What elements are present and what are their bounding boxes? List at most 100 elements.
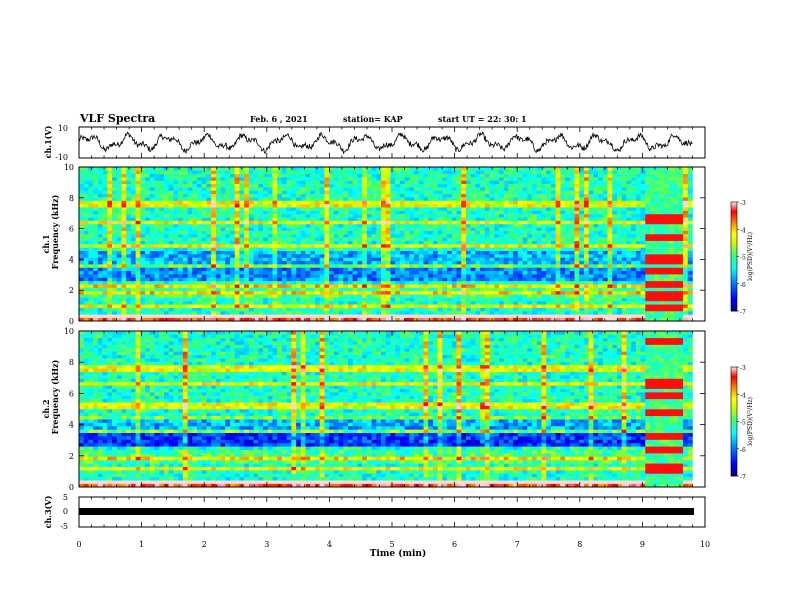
spectrogram-cell [579,310,585,315]
spectrogram-cell [461,267,467,272]
spectrogram-cell [456,240,462,245]
spectrogram-cell [281,233,287,238]
spectrogram-cell [409,297,415,302]
spectrogram-cell [451,207,457,211]
spectrogram-cell [178,287,184,292]
spectrogram-cell [366,300,372,305]
spectrogram-cell [385,190,391,195]
spectrogram-cell [116,257,122,262]
spectrogram-cell [456,287,462,292]
spectrogram-cell [536,237,542,241]
spectrogram-cell [522,277,528,282]
spectrogram-cell [583,200,589,205]
spectrogram-cell [338,257,344,262]
spectrogram-cell [574,180,580,185]
spectrogram-cell [300,274,306,278]
spectrogram-cell [329,287,335,292]
spectrogram-cell [296,317,302,322]
spectrogram-cell [187,187,193,191]
spectrogram-cell [277,257,283,262]
spectrogram-cell [83,260,89,265]
spectrogram-cell [541,304,547,308]
spectrogram-cell [248,183,254,188]
spectrogram-cell [305,217,311,221]
spectrogram-cell [182,210,188,215]
spectrogram-cell [465,240,471,245]
spectrogram-cell [461,220,467,225]
spectrogram-cell [201,294,207,298]
spectrogram-cell [145,250,151,255]
spectrogram-cell [461,203,467,208]
spectrogram-cell [569,203,575,208]
spectrogram-cell [343,277,349,282]
spectrogram-cell [163,217,169,221]
spectrogram-cell [79,300,85,305]
spectrogram-cell [154,277,160,282]
spectrogram-cell [409,230,415,235]
spectrogram-cell [140,287,146,292]
spectrogram-cell [499,230,505,235]
spectrogram-cell [456,254,462,258]
spectrogram-cell [480,223,486,228]
spectrogram-cell [107,237,113,241]
spectrogram-cell [239,170,245,174]
spectrogram-cell [215,294,221,298]
spectrogram-cell [546,317,552,322]
spectrogram-cell [536,217,542,221]
spectrogram-cell [126,240,132,245]
spectrogram-cell [347,190,354,195]
spectrogram-cell [324,200,330,205]
spectrogram-cell [267,183,273,188]
spectrogram-cell [527,170,533,174]
spectrogram-cell [555,203,561,208]
spectrogram-cell [588,297,594,302]
spectrogram-cell [565,287,571,292]
spectrogram-cell [447,183,453,188]
spectrogram-cell [281,213,287,218]
spectrogram-cell [310,193,316,198]
spectrogram-cell [437,287,443,292]
spectrogram-cell [362,193,368,198]
spectrogram-cell [102,197,108,201]
spectrogram-cell [390,217,396,221]
spectrogram-cell [135,183,141,188]
spectrogram-cell [569,257,575,262]
spectrogram-cell [366,310,372,315]
spectrogram-cell [532,260,538,265]
spectrogram-cell [522,247,528,251]
spectrogram-cell [579,250,585,255]
spectrogram-cell [130,284,136,288]
spectrogram-cell [550,307,556,312]
spectrogram-cell [112,277,118,282]
spectrogram-cell [296,257,302,262]
spectrogram-cell [362,240,368,245]
spectrogram-cell [149,294,155,298]
spectrogram-cell [381,280,387,285]
spectrogram-cell [362,197,368,201]
spectrogram-cell [565,250,571,255]
spectrogram-cell [513,177,519,181]
spectrogram-cell [281,237,287,241]
spectrogram-cell [366,287,372,292]
spectrogram-cell [480,300,486,305]
spectrogram-cell [470,270,476,275]
spectrogram-cell [187,264,193,268]
spectrogram-cell [121,244,127,248]
spectrogram-cell [140,297,146,302]
spectrogram-cell [588,270,594,275]
spectrogram-cell [565,270,571,275]
spectrogram-cell [107,230,113,235]
spectrogram-cell [296,220,302,225]
spectrogram-cell [579,264,585,268]
spectrogram-cell [319,197,325,201]
spectrogram-cell [399,173,405,178]
spectrogram-cell [480,277,486,282]
spectrogram-cell [347,264,354,268]
spectrogram-cell [437,290,443,295]
spectrogram-cell [182,200,188,205]
spectrogram-cell [93,193,99,198]
spectrogram-cell [541,294,547,298]
spectrogram-cell [145,173,151,178]
spectrogram-cell [555,267,561,272]
spectrogram-cell [267,203,273,208]
